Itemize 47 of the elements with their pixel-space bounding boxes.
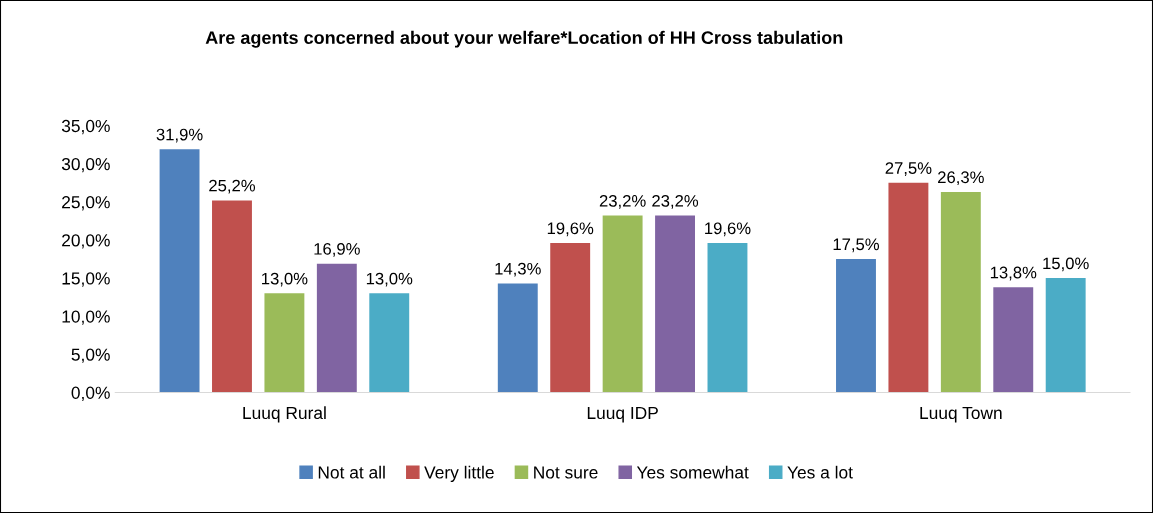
legend-label: Very little (424, 465, 494, 482)
bar (264, 293, 305, 393)
x-tick-label: Luuq Town (920, 406, 1002, 423)
bar (602, 215, 643, 393)
legend-label: Yes somewhat (636, 465, 749, 479)
bar (159, 149, 200, 393)
x-tick-label: Luuq IDP (587, 406, 658, 423)
data-label: 15,0% (1043, 257, 1089, 272)
data-label: 27,5% (885, 162, 932, 176)
bar (836, 259, 876, 393)
y-tick-label: 25,0% (62, 196, 110, 211)
legend-label: Not sure (534, 466, 598, 479)
bar (369, 293, 410, 393)
data-label: 19,6% (705, 222, 751, 237)
chart-title: Are agents concerned about your welfare*Location of HH Cross tabulation (205, 30, 843, 48)
bar (1045, 278, 1086, 393)
legend-label: Yes a lot (787, 465, 853, 479)
data-label: 16,9% (314, 242, 360, 257)
bar (316, 263, 357, 393)
bar (888, 182, 929, 393)
bar (993, 287, 1034, 393)
y-tick-label: 30,0% (61, 157, 110, 173)
data-label: 19,6% (547, 222, 594, 237)
y-tick-label: 20,0% (62, 234, 110, 249)
data-label: 23,2% (599, 194, 646, 209)
y-tick-label: 5,0% (71, 348, 110, 363)
x-tick-label: Luuq Rural (243, 406, 326, 423)
data-label: 26,3% (938, 171, 984, 186)
bar (940, 191, 981, 393)
data-label: 13,0% (262, 272, 308, 287)
bar (212, 200, 252, 393)
data-label: 14,3% (495, 262, 541, 277)
data-label: 31,9% (156, 128, 203, 143)
y-tick-label: 35,0% (61, 119, 110, 135)
y-tick-label: 15,0% (62, 272, 110, 287)
data-label: 25,2% (209, 179, 256, 194)
data-label: 13,0% (366, 272, 413, 287)
data-label: 23,2% (652, 194, 699, 209)
bar (550, 243, 591, 393)
y-tick-label: 0,0% (71, 386, 110, 401)
bar (707, 243, 748, 393)
bar (497, 283, 538, 393)
legend-label: Not at all (318, 465, 385, 479)
y-tick-label: 10,0% (62, 310, 110, 325)
data-label: 13,8% (990, 266, 1037, 281)
data-label: 17,5% (833, 238, 880, 253)
bar (655, 215, 695, 393)
